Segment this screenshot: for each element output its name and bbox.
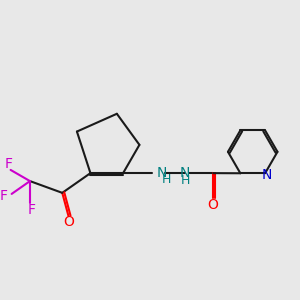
Text: F: F [28,203,36,217]
Text: H: H [180,174,190,187]
Text: N: N [156,166,167,180]
Text: O: O [208,198,219,212]
Text: F: F [0,189,8,202]
Text: N: N [262,168,272,182]
Text: H: H [162,173,171,186]
Text: O: O [63,215,74,229]
Text: F: F [5,157,13,171]
Text: N: N [180,166,190,180]
